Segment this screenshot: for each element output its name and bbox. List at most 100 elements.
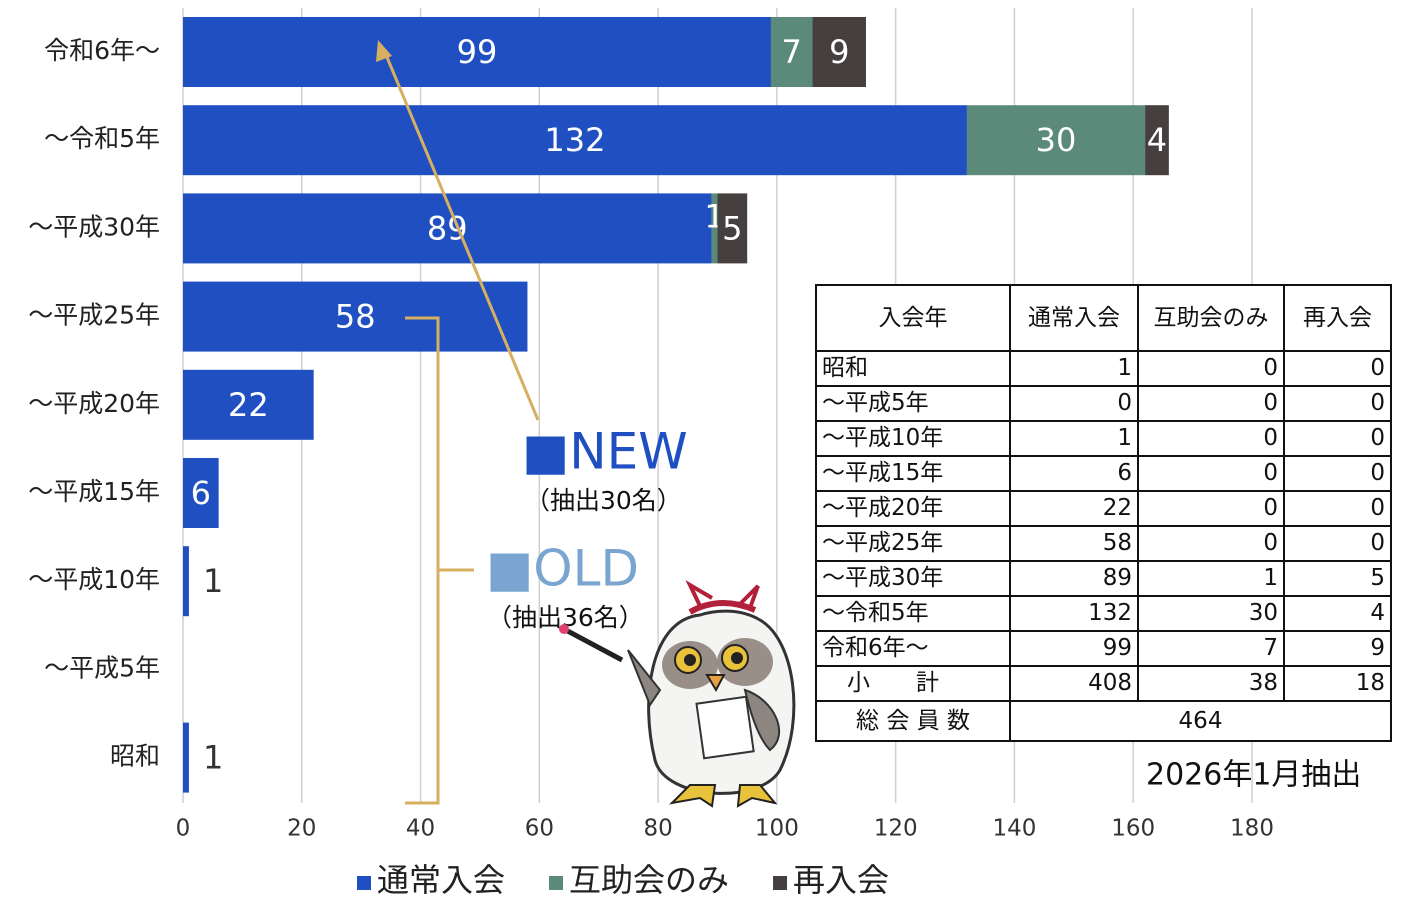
- table-cell: 0: [1138, 456, 1284, 491]
- legend-marker: [773, 876, 787, 890]
- table-cell: 〜平成10年: [816, 421, 1010, 456]
- table-cell: 4: [1284, 596, 1391, 631]
- table-row: 小 計4083818: [816, 666, 1391, 701]
- data-label: 1: [203, 562, 223, 600]
- data-label: 132: [544, 121, 605, 159]
- table-cell: 0: [1284, 491, 1391, 526]
- mascot-pupil: [684, 654, 696, 666]
- table-cell: 総 会 員 数: [816, 701, 1010, 741]
- data-label: 6: [191, 474, 211, 512]
- table-cell: 58: [1010, 526, 1138, 561]
- table-cell: 0: [1284, 386, 1391, 421]
- table-cell: 令和6年〜: [816, 631, 1010, 666]
- table-cell: 7: [1138, 631, 1284, 666]
- table-cell: 〜平成15年: [816, 456, 1010, 491]
- x-tick-label: 120: [874, 816, 918, 842]
- pointer-stick: [562, 628, 622, 660]
- table-row: 〜令和5年132304: [816, 596, 1391, 631]
- x-tick-label: 80: [643, 816, 672, 842]
- bracket: [405, 318, 438, 803]
- x-tick-label: 180: [1230, 816, 1274, 842]
- table-cell: 18: [1284, 666, 1391, 701]
- data-label: 9: [829, 33, 849, 71]
- annotation-new: ■NEW: [522, 423, 688, 481]
- category-label: 〜平成15年: [28, 477, 160, 506]
- pointer-tip: [559, 624, 569, 634]
- mascot-paper: [696, 697, 753, 758]
- table-cell: 132: [1010, 596, 1138, 631]
- table-cell: 0: [1284, 421, 1391, 456]
- bar-segment: [183, 723, 189, 793]
- legend: 通常入会互助会のみ再入会: [357, 861, 889, 899]
- category-label: 〜平成20年: [28, 389, 160, 418]
- table-cell: 0: [1284, 526, 1391, 561]
- table-cell: 昭和: [816, 351, 1010, 386]
- data-label: 1: [203, 739, 223, 777]
- table-row: 総 会 員 数464: [816, 701, 1391, 741]
- legend-label: 再入会: [793, 861, 889, 899]
- table-cell: 0: [1138, 386, 1284, 421]
- data-label: 4: [1147, 121, 1167, 159]
- x-tick-label: 160: [1111, 816, 1155, 842]
- category-label: 〜令和5年: [44, 124, 160, 153]
- annotation-new-note: （抽出30名）: [525, 486, 682, 515]
- table-cell: 30: [1138, 596, 1284, 631]
- category-label: 〜平成10年: [28, 565, 160, 594]
- legend-marker: [357, 876, 371, 890]
- table-cell: 38: [1138, 666, 1284, 701]
- table-cell: 互助会のみ: [1138, 285, 1284, 351]
- table-cell: 入会年: [816, 285, 1010, 351]
- category-label: 昭和: [110, 742, 160, 771]
- table-cell: 0: [1138, 491, 1284, 526]
- x-tick-label: 0: [176, 816, 191, 842]
- x-tick-label: 20: [287, 816, 316, 842]
- table-cell: 0: [1138, 421, 1284, 456]
- bar-segment: [183, 546, 189, 616]
- data-label: 58: [335, 298, 376, 336]
- extraction-date: 2026年1月抽出: [1146, 758, 1361, 793]
- table-cell: 0: [1284, 456, 1391, 491]
- x-tick-label: 100: [755, 816, 799, 842]
- table-cell: 0: [1138, 351, 1284, 386]
- table-cell: 22: [1010, 491, 1138, 526]
- category-label: 〜平成5年: [44, 653, 160, 682]
- data-label: 30: [1036, 121, 1077, 159]
- data-label: 99: [457, 33, 498, 71]
- table-cell: 89: [1010, 561, 1138, 596]
- table-cell: 6: [1010, 456, 1138, 491]
- table-cell: 5: [1284, 561, 1391, 596]
- table-cell: 1: [1138, 561, 1284, 596]
- x-tick-label: 40: [406, 816, 435, 842]
- category-label: 令和6年〜: [44, 36, 160, 65]
- table-cell: 通常入会: [1010, 285, 1138, 351]
- table-cell: 1: [1010, 421, 1138, 456]
- table-cell: 99: [1010, 631, 1138, 666]
- table-row: 入会年通常入会互助会のみ再入会: [816, 285, 1391, 351]
- table-cell: 〜平成20年: [816, 491, 1010, 526]
- page: 997913230489155822611 ■NEW （抽出30名） ■OLD …: [0, 0, 1408, 899]
- mascot-pupil: [731, 652, 743, 664]
- table-cell: 再入会: [1284, 285, 1391, 351]
- table-cell: 小 計: [816, 666, 1010, 701]
- category-label: 〜平成25年: [28, 301, 160, 330]
- annotation-old: ■OLD: [486, 540, 639, 598]
- x-tick-label: 60: [525, 816, 554, 842]
- table-row: 〜平成10年100: [816, 421, 1391, 456]
- table-cell: 0: [1284, 351, 1391, 386]
- table-cell: 9: [1284, 631, 1391, 666]
- category-label: 〜平成30年: [28, 212, 160, 241]
- table-cell: 〜平成5年: [816, 386, 1010, 421]
- table-cell: 408: [1010, 666, 1138, 701]
- data-label: 22: [228, 386, 269, 424]
- data-label: 7: [782, 33, 802, 71]
- data-label: 5: [722, 209, 742, 247]
- table-cell: 464: [1010, 701, 1391, 741]
